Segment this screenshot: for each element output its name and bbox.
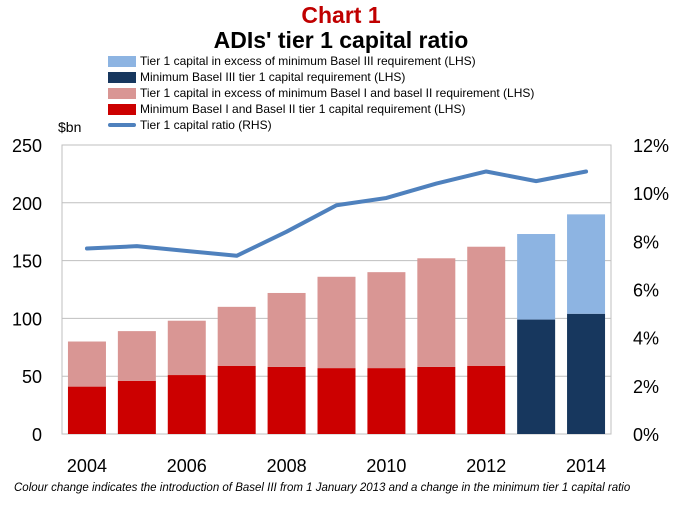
y-left-tick-label: 250 — [12, 136, 42, 156]
bar — [567, 214, 606, 314]
bar — [517, 319, 556, 434]
bar — [117, 331, 156, 381]
legend-swatch — [108, 55, 136, 67]
bar — [167, 375, 206, 434]
bar — [467, 365, 506, 434]
bar — [67, 386, 106, 434]
bar — [117, 380, 156, 434]
legend-item: Minimum Basel III tier 1 capital require… — [108, 69, 534, 85]
y-right-tick-label: 0% — [633, 425, 659, 445]
left-axis-unit-label: $bn — [58, 119, 82, 135]
y-right-tick-label: 10% — [633, 184, 669, 204]
legend-item: Tier 1 capital in excess of minimum Base… — [108, 85, 534, 101]
y-right-tick-label: 2% — [633, 377, 659, 397]
x-tick-label: 2014 — [566, 456, 606, 476]
legend-item: Minimum Basel I and Basel II tier 1 capi… — [108, 101, 534, 117]
legend-item: Tier 1 capital in excess of minimum Base… — [108, 53, 534, 69]
chart-plot: 0 50 100 150 200 250 0% 2% 4% 6% 8% 10% 12% 2004 2006 2… — [12, 136, 669, 476]
bar — [367, 272, 406, 369]
legend-label: Minimum Basel I and Basel II tier 1 capi… — [140, 102, 466, 116]
bar — [217, 365, 256, 434]
bar — [317, 276, 356, 369]
x-tick-label: 2006 — [167, 456, 207, 476]
tier1-ratio-line — [84, 169, 589, 258]
y-left-tick-label: 100 — [12, 309, 42, 329]
y-right-tick-label: 6% — [633, 281, 659, 301]
footnote: Colour change indicates the introduction… — [14, 482, 631, 494]
bar — [567, 313, 606, 434]
bar — [467, 246, 506, 366]
legend-label: Tier 1 capital in excess of minimum Base… — [140, 54, 476, 68]
y-right-tick-label: 8% — [633, 232, 659, 252]
bar — [267, 292, 306, 367]
bar — [517, 234, 556, 320]
legend-label: Tier 1 capital ratio (RHS) — [140, 118, 272, 132]
bar — [67, 341, 106, 387]
y-left-tick-label: 50 — [22, 367, 42, 387]
legend-label: Minimum Basel III tier 1 capital require… — [140, 70, 406, 84]
x-tick-label: 2008 — [267, 456, 307, 476]
bar — [167, 320, 206, 376]
y-left-tick-label: 200 — [12, 194, 42, 214]
x-tick-label: 2010 — [366, 456, 406, 476]
legend: Tier 1 capital in excess of minimum Base… — [108, 53, 534, 133]
bar — [417, 258, 456, 367]
bar — [367, 368, 406, 434]
chart-number: Chart 1 — [301, 2, 381, 28]
bar — [267, 366, 306, 434]
y-right-tick-label: 4% — [633, 329, 659, 349]
bar — [217, 306, 256, 366]
x-tick-label: 2004 — [67, 456, 107, 476]
legend-item: Tier 1 capital ratio (RHS) — [108, 117, 534, 133]
y-left-tick-label: 0 — [32, 425, 42, 445]
legend-swatch — [108, 123, 136, 127]
chart-title: ADIs' tier 1 capital ratio — [213, 27, 469, 53]
legend-swatch — [108, 103, 136, 115]
x-tick-label: 2012 — [466, 456, 506, 476]
legend-swatch — [108, 87, 136, 99]
bar — [317, 368, 356, 434]
legend-swatch — [108, 71, 136, 83]
y-left-tick-label: 150 — [12, 252, 42, 272]
y-right-tick-label: 12% — [633, 136, 669, 156]
bar — [417, 366, 456, 434]
legend-label: Tier 1 capital in excess of minimum Base… — [140, 86, 535, 100]
